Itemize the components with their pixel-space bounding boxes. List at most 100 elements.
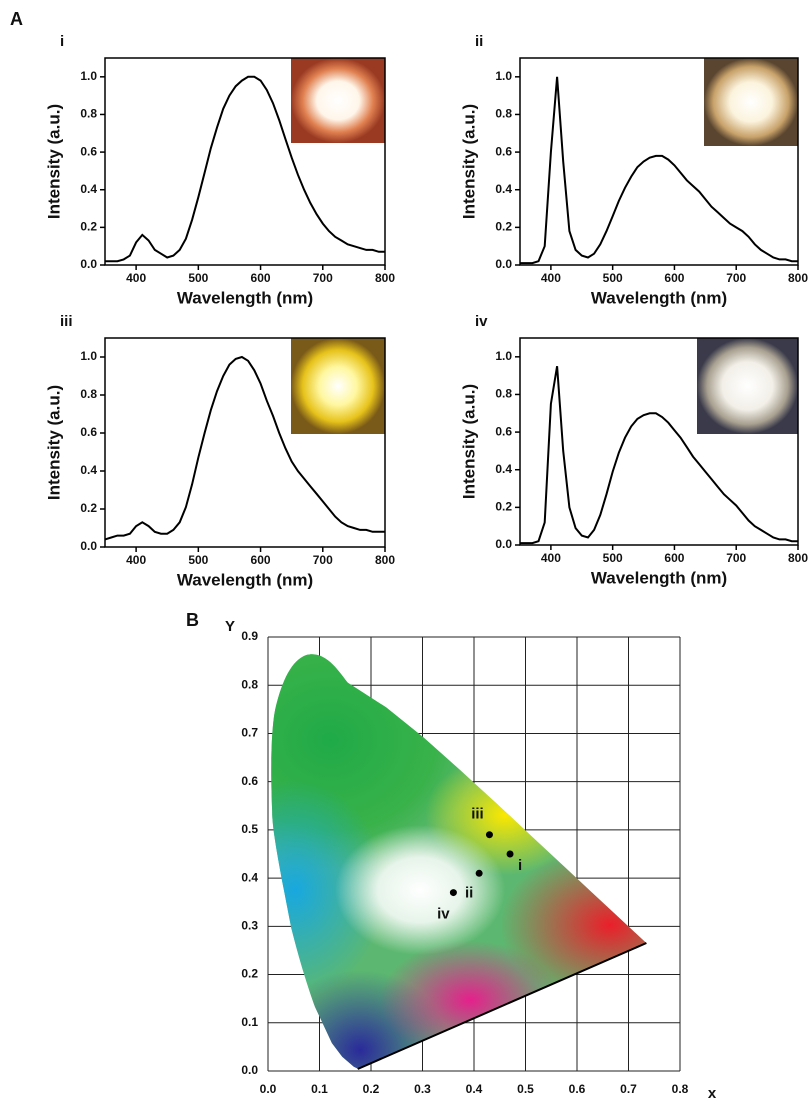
y-tick-label: 0.0	[241, 1063, 258, 1077]
y-tick-label: 0.0	[80, 539, 97, 553]
panel-label: A	[10, 9, 23, 29]
x-axis-label: Wavelength (nm)	[591, 288, 727, 307]
y-axis-label: Intensity (a.u.)	[459, 384, 478, 499]
y-axis-label: Intensity (a.u.)	[44, 385, 63, 500]
y-tick-label: 0.7	[241, 726, 258, 740]
x-tick-label: 0.5	[517, 1082, 534, 1096]
inset-photo	[704, 58, 798, 146]
panel-title: iii	[60, 313, 73, 330]
y-axis-label: Intensity (a.u.)	[459, 104, 478, 219]
x-axis-label: Wavelength (nm)	[591, 568, 727, 587]
y-tick-label: 1.0	[495, 69, 512, 83]
point-label: i	[518, 857, 522, 874]
x-tick-label: 700	[313, 271, 333, 285]
x-tick-label: 600	[251, 271, 271, 285]
y-tick-label: 0.2	[495, 220, 512, 234]
point-label: ii	[465, 884, 473, 901]
plot-frame	[104, 57, 386, 266]
chromaticity-point	[475, 869, 483, 877]
x-tick-label: 600	[664, 271, 684, 285]
panel-title: iv	[475, 313, 488, 330]
spectrum-line	[520, 76, 798, 265]
y-tick-label: 0.5	[241, 822, 258, 836]
spectrum-line	[520, 366, 798, 545]
x-tick-label: 400	[541, 271, 561, 285]
chromaticity-point	[449, 889, 457, 897]
panel-title: ii	[475, 33, 483, 50]
x-tick-label: 600	[251, 553, 271, 567]
chromaticity-gamut	[271, 654, 647, 1069]
gamut-cyan	[271, 780, 385, 1000]
y-tick-label: 0.4	[241, 870, 258, 884]
x-tick-label: 500	[188, 271, 208, 285]
y-tick-label: 0.0	[80, 257, 97, 271]
spectrum-line	[105, 75, 385, 263]
y-tick-label: 0.2	[495, 500, 512, 514]
inset-photo	[291, 338, 385, 434]
y-tick-label: 0.4	[80, 182, 97, 196]
x-tick-label: 0.8	[672, 1082, 689, 1096]
y-tick-label: 0.0	[495, 257, 512, 271]
spectrum-line	[104, 355, 385, 541]
x-tick-label: 800	[788, 271, 808, 285]
y-tick-label: 0.4	[495, 182, 512, 196]
x-tick-label: 700	[313, 553, 333, 567]
x-tick-label: 700	[726, 271, 746, 285]
y-tick-label: 0.9	[241, 629, 258, 643]
x-tick-label: 0.1	[311, 1082, 328, 1096]
x-tick-label: 800	[375, 553, 395, 567]
x-tick-label: 500	[188, 553, 208, 567]
x-tick-label: 500	[603, 271, 623, 285]
x-axis-label: x	[708, 1085, 717, 1101]
x-tick-label: 0.0	[260, 1082, 277, 1096]
y-tick-label: 0.1	[241, 1015, 258, 1029]
y-tick-label: 1.0	[80, 349, 97, 363]
x-tick-label: 0.2	[363, 1082, 380, 1096]
plot-frame	[519, 57, 799, 266]
chromaticity-point	[506, 850, 514, 858]
x-tick-label: 400	[126, 553, 146, 567]
y-tick-label: 0.8	[80, 387, 97, 401]
y-tick-label: 0.6	[80, 425, 97, 439]
y-axis-label: Intensity (a.u.)	[44, 104, 63, 219]
y-tick-label: 0.4	[495, 462, 512, 476]
x-tick-label: 0.7	[620, 1082, 637, 1096]
x-axis-label: Wavelength (nm)	[177, 288, 313, 307]
x-tick-label: 800	[788, 551, 808, 565]
y-tick-label: 0.2	[80, 220, 97, 234]
purple-line	[357, 942, 647, 1070]
y-tick-label: 0.6	[241, 774, 258, 788]
y-tick-label: 0.2	[241, 967, 258, 981]
panel-label: B	[186, 610, 199, 630]
point-label: iii	[471, 806, 484, 823]
y-tick-label: 0.6	[495, 144, 512, 158]
y-tick-label: 0.8	[495, 107, 512, 121]
plot-frame	[104, 337, 386, 548]
y-tick-label: 0.8	[80, 107, 97, 121]
y-tick-label: 0.8	[241, 677, 258, 691]
x-tick-label: 700	[726, 551, 746, 565]
plot-frame	[519, 337, 799, 546]
inset-photo	[291, 58, 385, 143]
x-tick-label: 500	[603, 551, 623, 565]
x-tick-label: 400	[541, 551, 561, 565]
y-axis-label: Y	[225, 618, 235, 635]
gamut-white	[335, 825, 505, 955]
chromaticity-point	[485, 831, 493, 839]
y-tick-label: 1.0	[495, 349, 512, 363]
y-tick-label: 0.6	[495, 424, 512, 438]
x-axis-label: Wavelength (nm)	[177, 570, 313, 589]
x-tick-label: 0.6	[569, 1082, 586, 1096]
point-label: iv	[437, 906, 450, 923]
y-tick-label: 0.8	[495, 387, 512, 401]
y-tick-label: 0.0	[495, 537, 512, 551]
x-tick-label: 400	[126, 271, 146, 285]
y-tick-label: 0.2	[80, 501, 97, 515]
x-tick-label: 600	[664, 551, 684, 565]
y-tick-label: 0.4	[80, 463, 97, 477]
panel-title: i	[60, 33, 64, 50]
x-tick-label: 0.4	[466, 1082, 483, 1096]
y-tick-label: 0.6	[80, 144, 97, 158]
x-tick-label: 800	[375, 271, 395, 285]
